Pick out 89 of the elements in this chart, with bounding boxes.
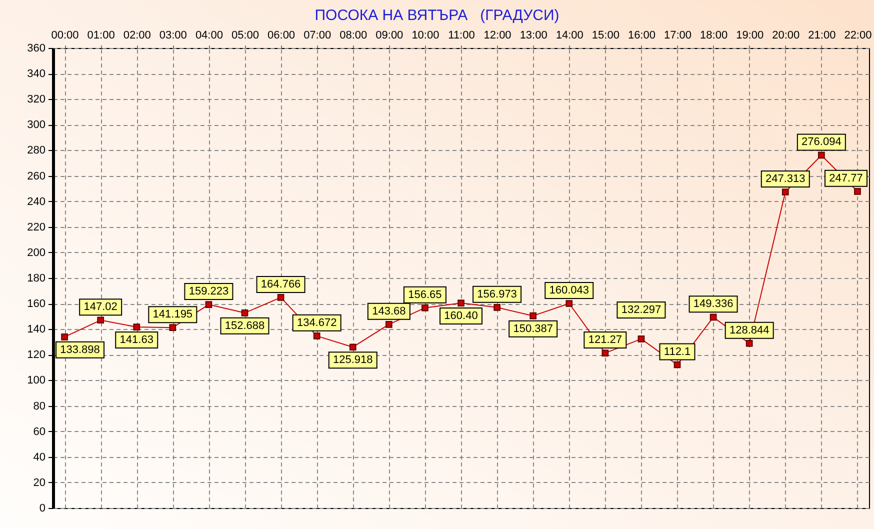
point (494, 304, 500, 311)
chart-title: ПОСОКА НА ВЯТЪРА (ГРАДУСИ) (314, 7, 560, 24)
data-label: 141.195 (152, 308, 193, 321)
point (638, 336, 645, 342)
x-tick-label: 11:00 (448, 30, 475, 42)
point (422, 304, 428, 312)
data-label: 133.898 (60, 344, 100, 356)
point (97, 316, 104, 324)
point (386, 320, 392, 328)
x-tick-label: 01:00 (87, 30, 115, 42)
data-label: 247.313 (766, 172, 806, 185)
x-tick-label: 03:00 (159, 30, 187, 42)
data-label: 121.27 (588, 334, 622, 346)
x-tick-label: 09:00 (376, 30, 404, 42)
x-tick-label: 18:00 (700, 30, 728, 42)
y-tick-label: 300 (27, 119, 46, 132)
y-tick-label: 260 (27, 170, 46, 182)
y-tick-label: 40 (33, 451, 46, 464)
point (710, 314, 717, 321)
point (674, 361, 681, 368)
x-tick-label: 20:00 (772, 30, 800, 42)
point (241, 309, 248, 316)
y-tick-label: 180 (27, 272, 46, 284)
x-tick-label: 02:00 (123, 30, 151, 42)
x-tick-label: 10:00 (412, 30, 440, 42)
point (854, 188, 861, 195)
data-label: 132.297 (621, 304, 662, 316)
x-tick-label: 00:00 (51, 30, 79, 42)
x-tick-label: 13:00 (520, 30, 548, 42)
data-label: 143.68 (372, 305, 406, 318)
x-tick-label: 19:00 (736, 30, 764, 42)
point (530, 312, 536, 320)
x-tick-label: 21:00 (808, 30, 836, 42)
x-tick-label: 12:00 (484, 30, 512, 42)
point (61, 333, 68, 340)
x-tick-label: 08:00 (340, 30, 368, 42)
point (205, 301, 212, 308)
data-label: 141.63 (120, 334, 154, 346)
point (313, 332, 320, 340)
data-label: 247.77 (829, 172, 863, 184)
point (818, 152, 825, 159)
x-tick-label: 06:00 (268, 30, 296, 42)
data-label: 152.688 (224, 320, 265, 332)
x-tick-label: 22:00 (844, 30, 872, 42)
y-tick-label: 0 (39, 502, 46, 514)
point (277, 294, 284, 301)
point (566, 300, 573, 307)
data-label: 156.65 (408, 288, 442, 301)
point (602, 350, 609, 356)
x-tick-label: 05:00 (231, 30, 260, 42)
data-label: 128.844 (729, 324, 770, 336)
x-tick-label: 04:00 (195, 30, 223, 42)
point (458, 300, 464, 306)
y-tick-label: 100 (27, 374, 46, 387)
y-tick-label: 340 (27, 68, 46, 80)
y-tick-label: 120 (27, 349, 46, 362)
data-label: 150.387 (513, 322, 553, 335)
data-label: 159.223 (188, 286, 229, 298)
x-tick-label: 14:00 (556, 30, 584, 42)
y-tick-label: 20 (33, 476, 46, 489)
data-label: 147.02 (84, 301, 118, 314)
y-tick-label: 200 (27, 246, 46, 259)
y-tick-label: 320 (27, 94, 46, 106)
x-tick-label: 15:00 (592, 30, 620, 42)
y-tick-label: 60 (33, 426, 46, 438)
data-label: 164.766 (260, 278, 301, 290)
data-label: 134.672 (296, 316, 337, 329)
y-tick-label: 240 (27, 196, 46, 208)
point (169, 324, 176, 331)
y-tick-label: 220 (27, 221, 46, 234)
point (133, 324, 140, 330)
data-label: 160.40 (444, 310, 478, 322)
data-label: 112.1 (664, 346, 691, 358)
y-tick-label: 360 (27, 42, 46, 54)
point (349, 344, 356, 351)
data-label: 149.336 (693, 298, 734, 310)
y-tick-label: 80 (33, 400, 46, 412)
data-label: 276.094 (802, 136, 842, 148)
data-label: 125.918 (332, 354, 373, 366)
x-tick-label: 07:00 (304, 30, 332, 42)
data-label: 160.043 (549, 284, 590, 296)
point (746, 340, 753, 347)
y-tick-label: 280 (27, 144, 46, 157)
y-tick-label: 140 (27, 324, 46, 336)
data-label: 156.973 (477, 288, 517, 300)
y-tick-label: 160 (27, 298, 46, 310)
point (782, 188, 789, 196)
x-tick-label: 16:00 (628, 30, 656, 42)
x-tick-label: 17:00 (664, 30, 692, 42)
